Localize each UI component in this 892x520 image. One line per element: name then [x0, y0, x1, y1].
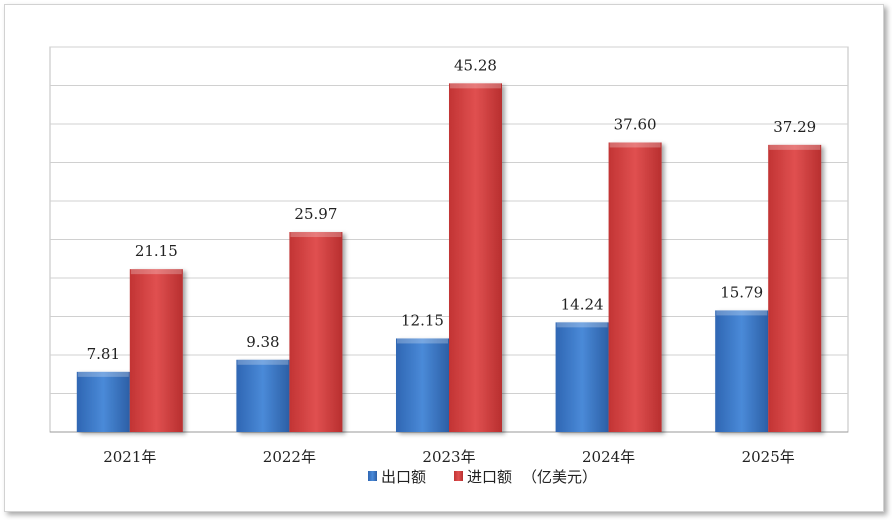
bar-import-bevel-3 — [609, 142, 661, 148]
bar-export-4 — [715, 310, 769, 432]
bar-export-bevel-4 — [716, 310, 768, 316]
legend-label-export: 出口额 — [381, 468, 426, 486]
data-label-export-4: 15.79 — [720, 283, 763, 301]
data-label-export-3: 14.24 — [561, 295, 604, 313]
bar-import-0 — [129, 269, 183, 432]
x-tick-label: 2024年 — [582, 448, 635, 466]
bars-group — [76, 83, 822, 433]
bar-export-0 — [76, 371, 130, 432]
data-label-import-4: 37.29 — [773, 118, 816, 136]
bar-import-bevel-4 — [769, 144, 821, 150]
bar-export-bevel-0 — [77, 371, 129, 377]
bar-export-3 — [555, 322, 609, 432]
legend-label-import: 进口额 — [467, 468, 512, 486]
bar-export-bevel-2 — [397, 338, 448, 344]
legend-swatch-import — [454, 471, 463, 481]
legend-unit-note: （亿美元） — [522, 468, 597, 486]
data-label-export-0: 7.81 — [87, 345, 120, 363]
bar-import-2 — [449, 83, 502, 433]
bar-import-4 — [768, 144, 822, 432]
bar-export-bevel-3 — [556, 322, 608, 328]
bar-export-1 — [236, 359, 290, 432]
legend: 出口额 进口额 （亿美元） — [368, 468, 597, 486]
x-tick-label: 2022年 — [263, 448, 316, 466]
data-label-import-2: 45.28 — [454, 56, 497, 74]
bar-import-bevel-1 — [290, 232, 342, 238]
bar-export-2 — [396, 338, 449, 432]
data-label-export-2: 12.15 — [401, 311, 444, 329]
data-label-import-1: 25.97 — [294, 205, 337, 223]
bar-export-bevel-1 — [237, 359, 289, 365]
x-tick-label: 2025年 — [742, 448, 795, 466]
bar-import-3 — [608, 142, 662, 433]
legend-swatch-export — [368, 471, 377, 481]
data-label-export-1: 9.38 — [246, 333, 279, 351]
x-tick-labels: 2021年 2022年 2023年 2024年 2025年 — [103, 448, 795, 466]
x-tick-label: 2023年 — [422, 448, 475, 466]
data-labels-group: 7.81 21.15 9.38 25.97 12.15 45.28 14.24 37.60 15… — [87, 56, 817, 363]
x-tick-label: 2021年 — [103, 448, 156, 466]
data-label-import-3: 37.60 — [614, 115, 657, 133]
bar-import-1 — [289, 232, 343, 432]
data-label-import-0: 21.15 — [135, 242, 178, 260]
bar-import-bevel-0 — [130, 269, 182, 275]
bar-import-bevel-2 — [450, 83, 501, 89]
